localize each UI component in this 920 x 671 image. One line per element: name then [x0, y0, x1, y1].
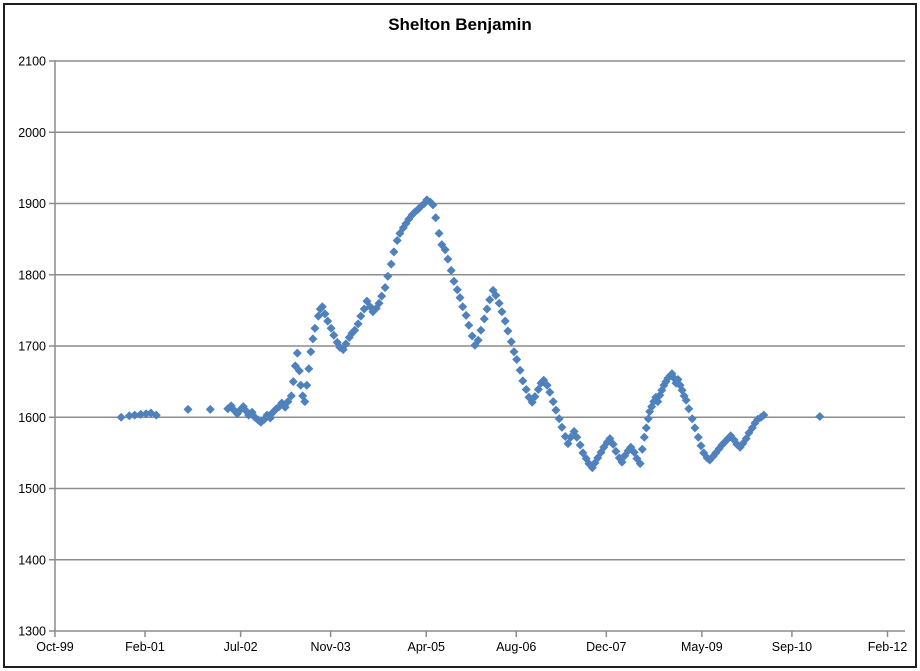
y-tick-label: 1700	[18, 340, 46, 354]
y-tick-label: 1500	[18, 482, 46, 496]
x-tick-label: May-09	[681, 640, 723, 654]
x-tick-label: Oct-99	[36, 640, 74, 654]
x-tick-label: Aug-06	[496, 640, 536, 654]
x-tick-label: Feb-01	[125, 640, 165, 654]
y-tick-label: 1600	[18, 411, 46, 425]
x-tick-label: Jul-02	[224, 640, 258, 654]
x-tick-label: Apr-05	[407, 640, 445, 654]
y-tick-label: 1300	[18, 625, 46, 639]
x-tick-label: Feb-12	[868, 640, 908, 654]
x-tick-label: Nov-03	[310, 640, 350, 654]
series-shelton-benjamin	[116, 195, 825, 473]
y-tick-label: 2000	[18, 126, 46, 140]
chart-frame	[3, 3, 917, 668]
chart-title: Shelton Benjamin	[388, 15, 532, 34]
y-tick-label: 2100	[18, 55, 46, 69]
y-tick-label: 1900	[18, 197, 46, 211]
y-tick-label: 1400	[18, 553, 46, 567]
y-tick-label: 1800	[18, 268, 46, 282]
x-tick-label: Sep-10	[772, 640, 812, 654]
x-tick-label: Dec-07	[586, 640, 626, 654]
